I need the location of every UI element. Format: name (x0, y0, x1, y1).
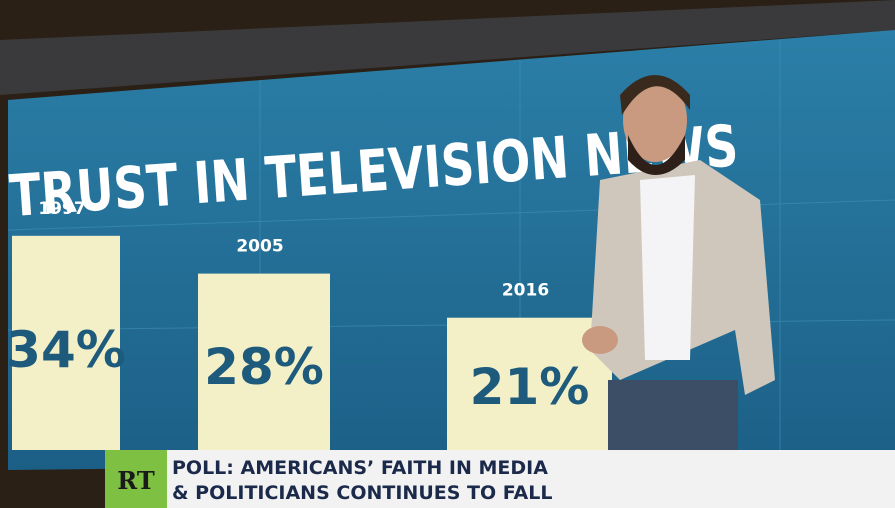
ticker-band (105, 450, 895, 508)
x-tick-label: 1997 (38, 199, 85, 219)
logo: RT (117, 466, 155, 495)
ceiling (0, 0, 895, 95)
data-label: 28% (204, 338, 324, 396)
beard (628, 135, 685, 175)
data-label: 34% (6, 321, 126, 379)
bar (12, 235, 120, 450)
face (623, 78, 687, 162)
hair (620, 75, 690, 115)
shirt (640, 175, 695, 360)
trousers (608, 380, 738, 455)
logo-box (105, 450, 167, 508)
ticker-line: & POLITICIANS CONTINUES TO FALL (172, 482, 552, 504)
x-tick-label: 2016 (502, 281, 549, 301)
x-tick-label: 2005 (236, 237, 283, 257)
data-label: 21% (470, 358, 590, 416)
presenter (582, 75, 775, 455)
ticker-line: POLL: AMERICANS’ FAITH IN MEDIA (172, 457, 548, 479)
hand (582, 326, 618, 354)
bar (198, 273, 330, 450)
